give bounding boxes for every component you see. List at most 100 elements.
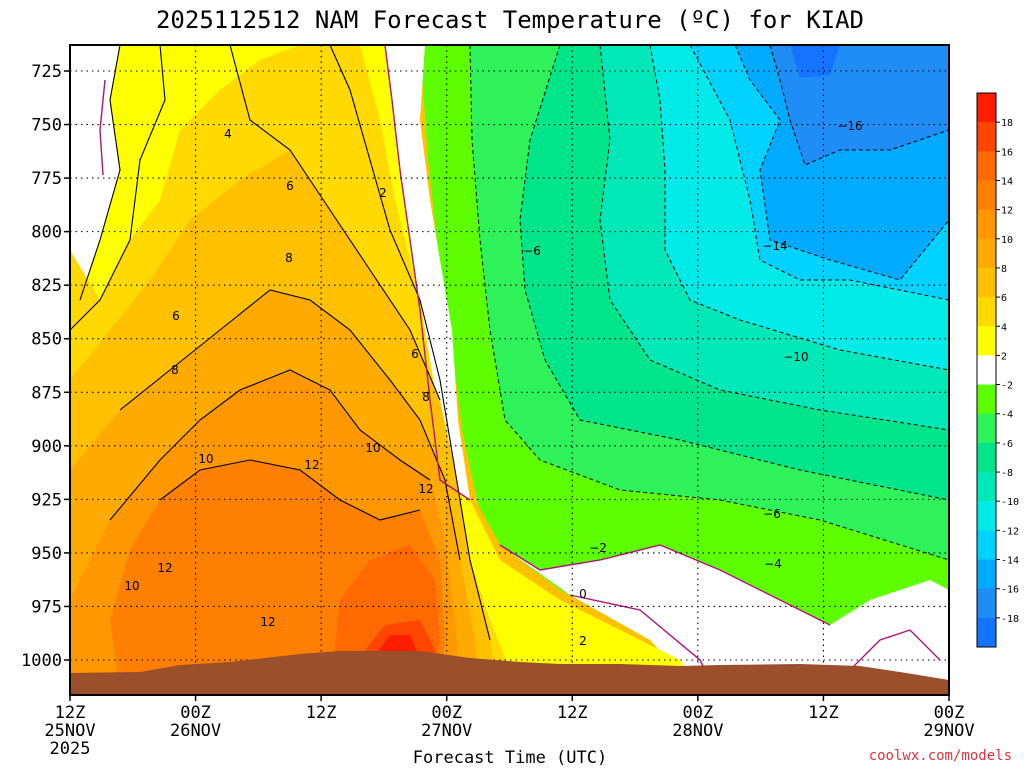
x-tick-hour: 00Z: [431, 703, 462, 723]
y-axis: 725 750 775 800 825 850 875 900 925 950 975 1000: [21, 62, 70, 671]
contour-label: 2: [379, 186, 387, 200]
contour-label: −2: [589, 541, 607, 555]
colorbar-label: -8: [1001, 468, 1013, 479]
colorbar-label: -12: [1001, 526, 1019, 537]
contour-label: 4: [224, 127, 232, 141]
colorbar-label: -6: [1001, 439, 1013, 450]
colorbar-label: 14: [1001, 176, 1013, 187]
colorbar-swatch: [977, 209, 996, 240]
contour-label: 10: [198, 452, 213, 466]
colorbar-swatch: [977, 559, 996, 590]
y-tick-label: 800: [31, 223, 62, 243]
colorbar-label: -4: [1001, 410, 1013, 421]
y-tick-label: 850: [31, 330, 62, 350]
plot-field: [70, 45, 949, 695]
colorbar-swatch: [977, 297, 996, 327]
y-tick-label: 825: [31, 276, 62, 296]
colorbar-swatch: [977, 530, 996, 560]
contour-label: −4: [764, 557, 782, 571]
cold-contours: [469, 45, 949, 561]
colorbar-label: -10: [1001, 497, 1019, 508]
contour-label: 10: [365, 441, 380, 455]
colorbar-label: 8: [1001, 264, 1007, 275]
y-tick-label: 900: [31, 437, 62, 457]
contour-label: −14: [762, 239, 787, 253]
y-tick-label: 1000: [21, 651, 62, 671]
colorbar-swatch: [977, 238, 996, 269]
yellow-band-edge: [70, 45, 120, 300]
colorbar-label: 4: [1001, 322, 1007, 333]
cold-core: [790, 45, 840, 78]
colorbar-label: 16: [1001, 147, 1013, 158]
contour-label: 12: [260, 615, 275, 629]
colorbar-label: -16: [1001, 585, 1019, 596]
contour-label: −6: [763, 507, 781, 521]
x-tick-hour: 00Z: [180, 703, 211, 723]
x-tick-date: 26NOV: [170, 721, 221, 741]
contour-label: 10: [124, 579, 139, 593]
plot-frame: [69, 44, 950, 696]
colorbar-label: -14: [1001, 556, 1019, 567]
colorbar-swatch: [977, 501, 996, 531]
y-tick-label: 750: [31, 116, 62, 136]
colorbar-swatch: [977, 588, 996, 619]
contour-label: −10: [783, 350, 808, 364]
contour-label: 0: [579, 587, 587, 601]
colorbar-swatch: [977, 384, 996, 415]
grid: [70, 45, 949, 695]
contour-labels: 4 6 8 6 8 2 6 8 10 12 10 12 10 12 12 −2 0 2 −6 −10 −14 −16 −6 −…: [124, 119, 862, 648]
contour-label: 6: [411, 347, 419, 361]
colorbar-label: 10: [1001, 235, 1013, 246]
colorbar-label: -18: [1001, 614, 1019, 625]
y-tick-label: 975: [31, 597, 62, 617]
colorbar-swatch: [977, 267, 996, 298]
x-tick-hour: 00Z: [682, 703, 713, 723]
x-tick-hour: 00Z: [934, 703, 965, 723]
x-tick-date: 29NOV: [923, 721, 974, 741]
contour-label: −16: [837, 119, 862, 133]
colorbar-swatch: [977, 180, 996, 211]
x-tick-date: 25NOV: [44, 721, 95, 741]
y-tick-label: 775: [31, 169, 62, 189]
y-tick-label: 950: [31, 544, 62, 564]
terrain: [70, 651, 949, 695]
x-tick-year: 2025: [50, 739, 91, 759]
colorbar-swatch: [977, 326, 996, 356]
x-axis-label: Forecast Time (UTC): [413, 748, 607, 768]
colorbar-swatch: [977, 151, 996, 181]
colorbar-swatch: [977, 472, 996, 502]
x-tick-hour: 12Z: [808, 703, 839, 723]
y-tick-label: 875: [31, 383, 62, 403]
x-tick-hour: 12Z: [306, 703, 337, 723]
contour-label: 6: [172, 309, 180, 323]
freezing-band-lower: [500, 545, 949, 695]
contour-label: 8: [285, 251, 293, 265]
colorbar: 18 16 14 12 10 8 6 4 2 -2 -4 -6 -8 -10 -12 -14 -16 -18: [976, 92, 1019, 648]
colorbar-swatch: [977, 617, 996, 648]
contour-label: 8: [171, 363, 179, 377]
colorbar-swatch: [977, 355, 996, 385]
contour-label: 12: [157, 561, 172, 575]
colorbar-frame: [976, 92, 997, 648]
x-tick-date: 28NOV: [672, 721, 723, 741]
x-tick-date: 27NOV: [421, 721, 472, 741]
warm-contours: [70, 45, 491, 641]
colorbar-label: 12: [1001, 206, 1013, 217]
chart-title: 2025112512 NAM Forecast Temperature (ºC)…: [156, 6, 864, 34]
x-tick-hour: 12Z: [55, 703, 86, 723]
colorbar-swatch: [977, 122, 996, 152]
contour-label: 12: [304, 458, 319, 472]
credit-label: coolwx.com/models: [869, 748, 1012, 764]
contour-label: −6: [523, 244, 541, 258]
y-tick-label: 925: [31, 490, 62, 510]
colorbar-label: 2: [1001, 351, 1007, 362]
colorbar-swatch: [977, 442, 996, 473]
colorbar-swatch: [977, 93, 996, 123]
y-tick-label: 725: [31, 62, 62, 82]
colorbar-label: 6: [1001, 293, 1007, 304]
contour-label: 6: [286, 179, 294, 193]
colorbar-swatch: [977, 413, 996, 444]
contour-label: 8: [422, 390, 430, 404]
